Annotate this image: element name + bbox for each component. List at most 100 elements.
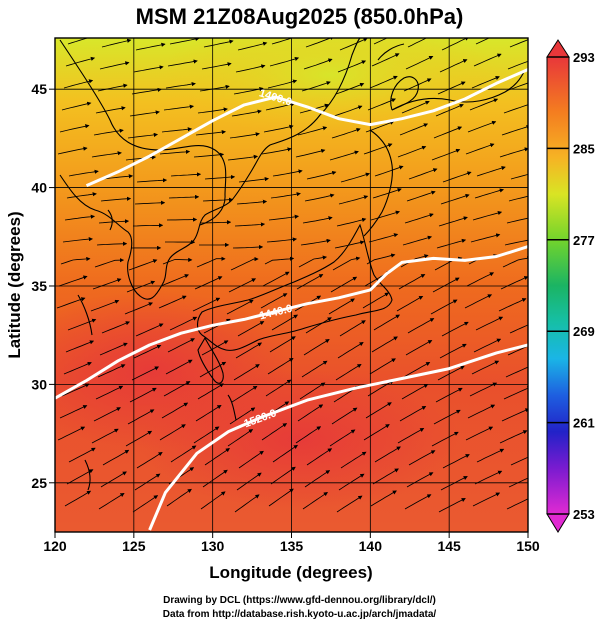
streamline-193: [331, 407, 358, 425]
streamline-90: [199, 84, 230, 92]
streamline-238: [397, 427, 425, 444]
streamline-249: [440, 193, 470, 205]
streamline-216: [363, 424, 390, 441]
streamline-44: [135, 42, 166, 51]
streamline-82: [163, 381, 191, 397]
streamline-269: [465, 143, 495, 155]
streamline-124: [235, 342, 263, 359]
streamline-118: [234, 222, 266, 227]
streamline-191: [335, 363, 362, 381]
streamline-141: [266, 237, 298, 243]
streamline-265: [473, 53, 502, 67]
graticule: [55, 38, 528, 532]
streamline-156: [301, 81, 331, 92]
streamline-85: [170, 445, 197, 463]
streamline-197: [336, 495, 363, 513]
streamline-150: [261, 423, 288, 441]
streamline-132: [271, 38, 301, 45]
streamline-15: [63, 361, 92, 375]
streamline-278: [473, 338, 502, 353]
streamline-111: [235, 64, 266, 73]
streamline-10: [60, 256, 91, 265]
streamline-227: [406, 190, 436, 202]
streamline-220: [407, 38, 428, 48]
streamline-284: [474, 470, 503, 485]
streamline-77: [160, 274, 189, 287]
streamline-56: [124, 302, 153, 315]
streamline-151: [272, 444, 299, 463]
streamline-281: [467, 404, 496, 419]
streamline-46: [131, 87, 162, 95]
streamline-195: [340, 451, 367, 469]
streamline-258: [435, 387, 463, 403]
streamline-131: [234, 494, 260, 513]
colorbar-top-arrow: [546, 39, 570, 58]
streamline-45: [133, 65, 164, 73]
streamline-102: [201, 340, 229, 356]
streamline-266: [471, 76, 500, 89]
colorbar-label-269: 269: [573, 324, 595, 339]
colorbar: 293 285 277 269 261 253: [546, 39, 595, 533]
streamline-39: [93, 407, 121, 422]
streamline-59: [131, 366, 160, 381]
streamline-119: [232, 244, 264, 250]
streamline-115: [227, 154, 259, 161]
streamline-145: [271, 314, 299, 331]
streamline-186: [332, 256, 361, 271]
streamline-144: [260, 293, 288, 309]
streamline-196: [338, 473, 365, 491]
streamline-198: [373, 38, 388, 45]
streamline-155: [303, 58, 333, 70]
streamline-140: [268, 214, 300, 221]
streamline-88: [203, 39, 234, 48]
streamline-61: [127, 409, 155, 425]
streamline-288: [505, 82, 528, 92]
streamline-287: [507, 60, 528, 70]
streamline-174: [304, 470, 331, 488]
streamline-160: [306, 170, 337, 180]
streamline-263: [438, 498, 466, 513]
streamline-5: [57, 146, 88, 155]
streamline-189: [339, 320, 366, 337]
streamline-219: [370, 490, 397, 507]
streamline-48: [127, 132, 159, 139]
streamline-172: [295, 426, 322, 444]
streamline-89: [201, 62, 232, 70]
streamline-165: [296, 274, 324, 290]
streamline-122: [226, 299, 254, 315]
streamline-17: [59, 405, 88, 419]
streamline-210: [362, 292, 390, 309]
streamline-247: [431, 148, 461, 161]
streamline-279: [471, 360, 500, 375]
streamline-27: [91, 151, 122, 158]
streamline-169: [301, 360, 328, 378]
streamline-20: [66, 469, 94, 485]
streamline-256: [439, 343, 467, 359]
streamline-292: [510, 173, 528, 180]
streamline-273: [470, 233, 501, 243]
streamline-138: [272, 169, 303, 177]
streamline-306: [508, 477, 528, 488]
chart-title: MSM 21Z08Aug2025 (850.0hPa): [135, 4, 464, 29]
streamline-246: [433, 126, 463, 139]
x-tick-label-130: 130: [201, 538, 225, 554]
streamline-228: [404, 213, 434, 224]
credit-line-1: Drawing by DCL (https://www.gfd-dennou.o…: [163, 595, 436, 606]
streamline-262: [440, 476, 468, 491]
streamline-282: [465, 426, 494, 441]
credit-line-2: Data from http://database.rish.kyoto-u.a…: [162, 609, 437, 620]
streamline-204: [374, 165, 404, 177]
streamline-142: [264, 256, 295, 265]
streamline-130: [236, 472, 262, 491]
streamline-270: [476, 166, 506, 177]
streamline-187: [330, 276, 358, 293]
streamline-229: [402, 235, 433, 246]
streamline-50: [136, 178, 168, 183]
streamline-224: [399, 123, 429, 136]
streamline-117: [236, 199, 268, 205]
streamline-290: [501, 124, 528, 136]
streamline-234: [405, 340, 433, 356]
streamline-81: [165, 359, 193, 375]
streamline-217: [374, 446, 401, 463]
